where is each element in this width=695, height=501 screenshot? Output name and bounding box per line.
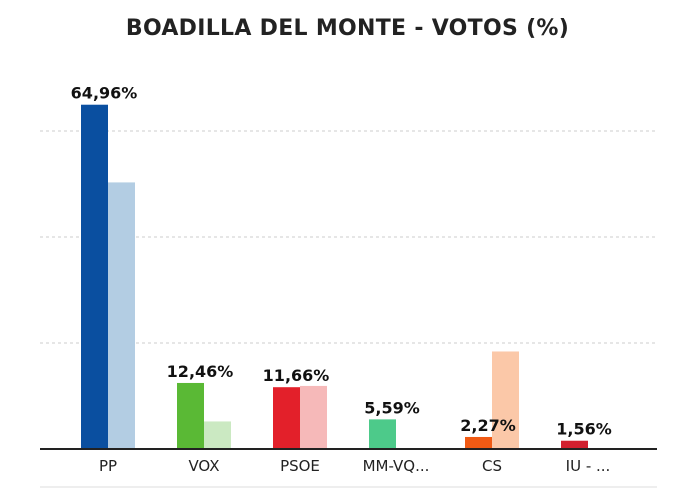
bar-current	[273, 387, 300, 449]
category-label: VOX	[188, 457, 219, 475]
value-label: 11,66%	[263, 366, 330, 385]
category-labels: PP VOX PSOE MM-VQ... CS IU - ...	[99, 457, 610, 475]
category-label: IU - ...	[566, 457, 611, 475]
value-label: 2,27%	[460, 416, 516, 435]
bar-current	[465, 436, 492, 449]
value-label: 1,56%	[556, 420, 612, 439]
bar-previous	[204, 421, 231, 449]
category-label: CS	[482, 457, 502, 475]
category-label: PP	[99, 457, 117, 475]
category-label: MM-VQ...	[363, 457, 430, 475]
bars	[81, 104, 588, 449]
value-label: 64,96%	[71, 84, 138, 103]
bar-current	[81, 104, 108, 449]
value-label: 12,46%	[167, 362, 234, 381]
bar-current	[561, 440, 588, 449]
bar-previous	[108, 182, 135, 449]
bar-current	[369, 419, 396, 449]
bar-previous	[492, 351, 519, 449]
bar-current	[177, 382, 204, 449]
grid-lines	[40, 130, 657, 344]
value-labels: 64,96% 12,46% 11,66% 5,59% 2,27% 1,56%	[71, 84, 612, 439]
category-label: PSOE	[280, 457, 320, 475]
chart-title: BOADILLA DEL MONTE - VOTOS (%)	[125, 16, 570, 41]
value-label: 5,59%	[364, 398, 420, 417]
bar-previous	[300, 385, 327, 449]
